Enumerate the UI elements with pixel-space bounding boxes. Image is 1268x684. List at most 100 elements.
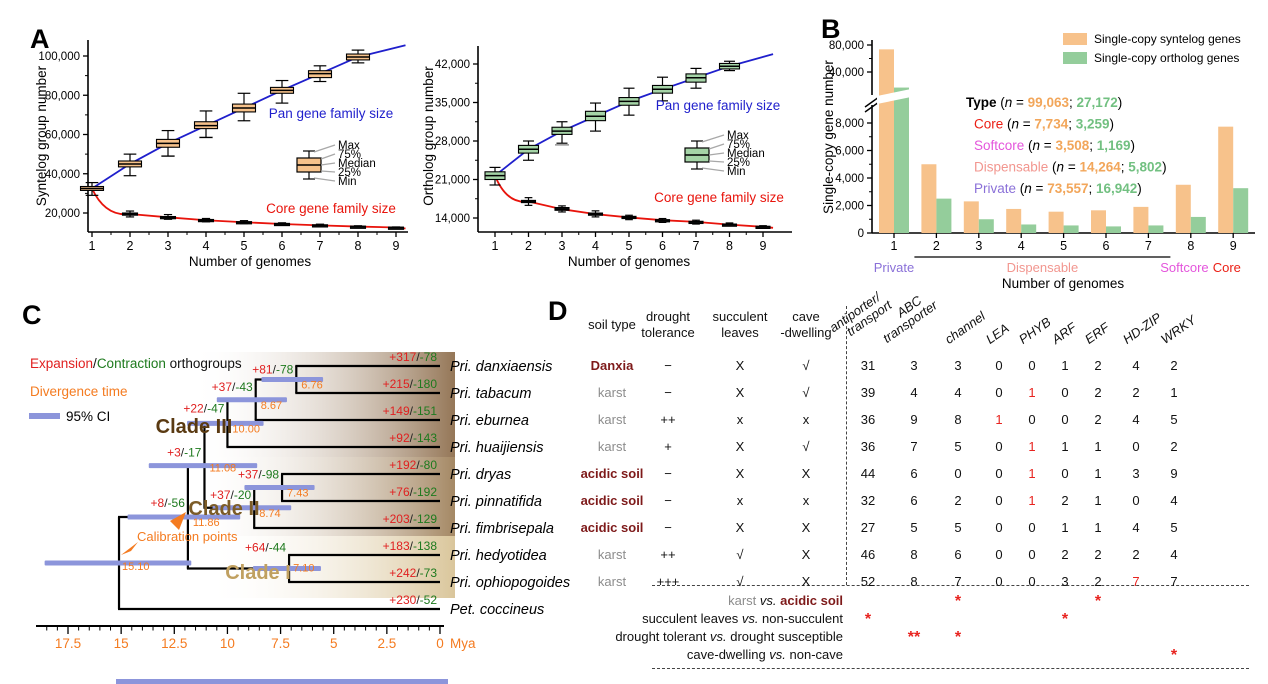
gene-count-cell: 3 bbox=[954, 358, 962, 373]
tip-expansion-contraction: +192/-80 bbox=[389, 458, 437, 472]
gene-count-cell: 3 bbox=[910, 358, 918, 373]
ci-bar bbox=[261, 377, 324, 382]
gene-count-cell: 0 bbox=[1028, 412, 1036, 427]
node-expansion-contraction: +81/-78 bbox=[252, 363, 293, 377]
node-expansion-contraction: +64/-44 bbox=[245, 541, 286, 555]
tip-expansion-contraction: +230/-52 bbox=[389, 593, 437, 607]
gene-count-cell: 46 bbox=[860, 547, 876, 562]
cave-dwelling-cell: X bbox=[801, 466, 811, 481]
y-tick-label: 42,000 bbox=[435, 59, 470, 71]
annotation-line: Dispensable (n = 14,264; 5,802) bbox=[974, 160, 1167, 175]
node-expansion-contraction: +37/-20 bbox=[210, 488, 251, 502]
gene-col-header-line: channel bbox=[941, 308, 988, 347]
gene-col-header-line: WRKY bbox=[1157, 312, 1199, 347]
soil-type-cell: acidic soil bbox=[580, 493, 644, 508]
legend-pointer-line bbox=[701, 134, 725, 143]
x-axis-title: Number of genomes bbox=[1002, 276, 1125, 291]
bar-syntelog bbox=[921, 164, 937, 233]
soil-type-cell: karst bbox=[597, 547, 627, 562]
expansion-count: +149 bbox=[383, 404, 410, 418]
gene-col-header: LEA bbox=[983, 320, 1012, 346]
bar-ortholog bbox=[1021, 224, 1037, 233]
divergence-time-label: 8.74 bbox=[259, 508, 280, 520]
comparison-label: succulent leaves vs. non-succulent bbox=[642, 610, 843, 628]
contraction-count: -129 bbox=[413, 512, 437, 526]
y-tick-label: 21,000 bbox=[435, 175, 470, 187]
col-header-line: -dwelling bbox=[780, 325, 832, 340]
drought-tolerance-cell: − bbox=[664, 358, 672, 373]
tspan: / bbox=[232, 380, 236, 394]
gene-count-cell: 0 bbox=[1061, 385, 1069, 400]
gene-count-cell: 2 bbox=[1094, 358, 1102, 373]
drought-tolerance-cell: − bbox=[664, 466, 672, 481]
ci-bar bbox=[216, 397, 287, 403]
ci-bar bbox=[244, 485, 315, 490]
expansion-count: +76 bbox=[389, 485, 410, 499]
gene-count-cell: 0 bbox=[1028, 358, 1036, 373]
box-legend-label: Median bbox=[338, 158, 376, 170]
comparison-label-part: succulent leaves bbox=[642, 611, 742, 626]
clade-label: Clade III bbox=[156, 416, 233, 438]
tspan: / bbox=[416, 350, 420, 364]
x-tick-label: 8 bbox=[355, 239, 362, 253]
gene-count-cell: 32 bbox=[860, 493, 876, 508]
divergence-time-label: 15.10 bbox=[122, 561, 150, 573]
comparison-label-part: drought tolerant bbox=[615, 629, 711, 644]
comparison-label-part: cave-dwelling bbox=[686, 647, 770, 662]
col-header-line: succulent bbox=[712, 309, 768, 324]
x-tick-label: 1 bbox=[492, 239, 499, 253]
significance-mark: * bbox=[1061, 611, 1069, 628]
gene-count-cell: 5 bbox=[954, 439, 962, 454]
tspan: ( bbox=[1003, 117, 1012, 132]
succulent-leaves-cell: X bbox=[735, 466, 745, 481]
contraction-count: -143 bbox=[413, 431, 437, 445]
gene-count-cell: 0 bbox=[995, 574, 1003, 589]
gene-count-cell: 1 bbox=[1028, 439, 1036, 454]
time-tick-label: 2.5 bbox=[377, 636, 396, 651]
bar-break-gap bbox=[877, 89, 911, 104]
gene-count-cell: 4 bbox=[910, 385, 918, 400]
gene-count-cell: 1 bbox=[1061, 439, 1069, 454]
tspan: / bbox=[410, 485, 414, 499]
y-tick-label: 100,000 bbox=[38, 51, 80, 63]
x-tick-label: 1 bbox=[891, 239, 898, 253]
y-tick-label: 4,000 bbox=[835, 173, 864, 185]
gene-count-cell: 6 bbox=[910, 466, 918, 481]
x-tick-label: 6 bbox=[279, 239, 286, 253]
soil-type-cell: acidic soil bbox=[580, 520, 644, 535]
gene-count-cell: 0 bbox=[995, 466, 1003, 481]
bar-syntelog bbox=[1006, 208, 1022, 233]
bar-syntelog bbox=[963, 201, 979, 233]
y-tick-label: 40,000 bbox=[829, 67, 864, 79]
x-tick-label: 3 bbox=[559, 239, 566, 253]
gene-count-cell: 0 bbox=[995, 385, 1003, 400]
tip-expansion-contraction: +92/-143 bbox=[389, 431, 437, 445]
gene-count-cell: 0 bbox=[995, 547, 1003, 562]
significance-mark: * bbox=[954, 629, 962, 646]
gene-col-header-line: HD-ZIP bbox=[1119, 309, 1165, 347]
gene-count-cell: 1 bbox=[1094, 439, 1102, 454]
calibration-arrow bbox=[170, 512, 186, 530]
col-header-line: cave bbox=[792, 309, 820, 324]
tspan: / bbox=[204, 401, 208, 415]
legend-swatch bbox=[1063, 52, 1087, 64]
tspan: ; bbox=[1089, 138, 1097, 153]
gene-count-cell: 1 bbox=[1061, 520, 1069, 535]
expansion-count: +230 bbox=[389, 593, 416, 607]
gene-count-cell: 2 bbox=[1094, 574, 1102, 589]
annotation-n-syntelog: 14,264 bbox=[1079, 160, 1121, 175]
expansion-count: +203 bbox=[383, 512, 410, 526]
tspan: ) bbox=[1110, 117, 1115, 132]
bar-ortholog bbox=[1106, 226, 1121, 233]
tspan: n bbox=[1033, 138, 1041, 153]
bar-syntelog bbox=[1133, 206, 1149, 233]
gene-count-cell: 4 bbox=[1132, 520, 1140, 535]
expansion-count: +37 bbox=[238, 468, 259, 482]
legend-pointer-line bbox=[708, 152, 725, 156]
bar-ortholog bbox=[936, 198, 952, 233]
gene-count-cell: 2 bbox=[1132, 547, 1140, 562]
gene-count-cell: 6 bbox=[910, 493, 918, 508]
annotation-type: Dispensable bbox=[974, 160, 1048, 175]
gene-count-cell: 2 bbox=[1094, 385, 1102, 400]
